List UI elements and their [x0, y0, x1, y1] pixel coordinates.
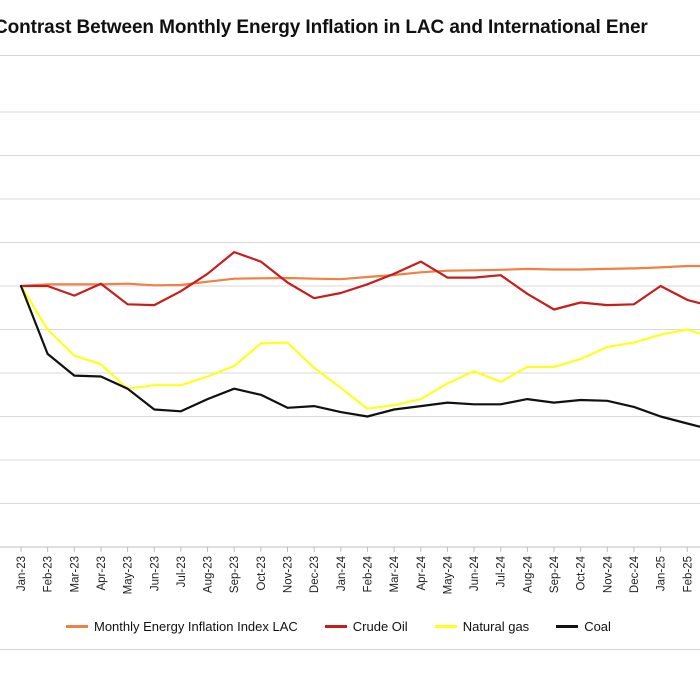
legend-item: Crude Oil: [324, 619, 408, 634]
legend-label: Crude Oil: [352, 619, 408, 634]
x-tick-label: Oct-23: [256, 556, 268, 591]
x-tick-label: Apr-24: [416, 555, 428, 590]
legend-label: Monthly Energy Inflation Index LAC: [94, 619, 298, 634]
legend-swatch: [434, 625, 457, 629]
x-tick-label: May-24: [442, 555, 454, 594]
series-line-natural-gas: [19, 284, 700, 410]
x-tick-label: Oct-24: [576, 555, 588, 590]
x-tick-label: Dec-23: [309, 556, 321, 593]
x-tick-label: Jun-23: [149, 556, 161, 591]
x-tick-label: Feb-23: [43, 556, 55, 592]
x-tick-label: Mar-23: [69, 556, 81, 592]
series-line-coal: [19, 284, 700, 428]
series-line-crude-oil: [19, 251, 700, 311]
legend-item: Natural gas: [434, 619, 530, 634]
chart-legend: Monthly Energy Inflation Index LAC Crude …: [66, 619, 638, 639]
x-tick-label: Sep-23: [229, 556, 241, 593]
x-tick-label: Jun-24: [469, 555, 481, 591]
legend-label: Coal: [584, 619, 611, 634]
x-tick-label: Feb-25: [682, 556, 694, 592]
x-tick-label: Apr-23: [96, 556, 108, 591]
x-tick-label: Sep-24: [549, 555, 561, 593]
x-tick-label: Aug-24: [522, 555, 534, 593]
x-tick-label: Nov-24: [602, 555, 614, 593]
x-tick-label: Jul-24: [496, 555, 508, 587]
x-tick-label: Jan-23: [16, 556, 28, 591]
legend-item: Coal: [556, 619, 611, 634]
x-tick-label: Nov-23: [283, 556, 295, 593]
x-tick-label: Aug-23: [203, 556, 215, 593]
x-tick-label: May-23: [123, 556, 135, 594]
legend-swatch: [556, 625, 579, 629]
chart-title: Contrast Between Monthly Energy Inflatio…: [0, 17, 648, 38]
legend-swatch: [324, 625, 347, 629]
series-line-monthly-energy-inflation-index-lac: [19, 264, 700, 288]
x-tick-label: Jan-25: [656, 556, 668, 591]
legend-swatch: [66, 625, 88, 629]
x-tick-label: Dec-24: [629, 555, 641, 593]
x-tick-label: Mar-24: [389, 555, 401, 592]
chart-frame: [0, 55, 700, 650]
x-tick-label: Feb-24: [362, 555, 374, 592]
legend-item: Monthly Energy Inflation Index LAC: [66, 619, 298, 634]
x-tick-label: Jan-24: [336, 555, 348, 591]
legend-label: Natural gas: [462, 619, 530, 634]
x-tick-label: Jul-23: [176, 556, 188, 587]
